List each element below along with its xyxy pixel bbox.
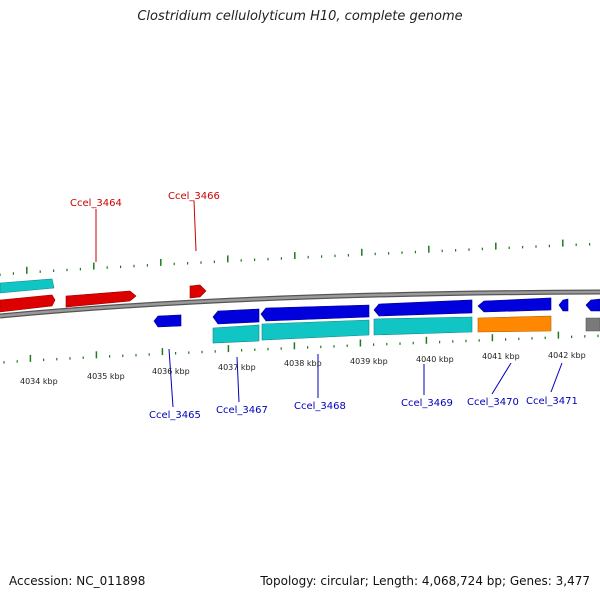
label-leader-forward-2 — [193, 200, 197, 252]
gene-label-reverse-6[interactable]: Ccel_3471 — [526, 396, 578, 407]
gene-reverse-blue-4[interactable] — [373, 299, 473, 317]
scale-label: 4042 kbp — [548, 351, 586, 360]
scale-label: 4041 kbp — [482, 352, 520, 361]
gene-reverse-blue-2[interactable] — [212, 308, 260, 325]
gene-label-reverse-4[interactable]: Ccel_3469 — [401, 398, 453, 409]
gene-reverse-gray-1[interactable] — [585, 317, 600, 332]
scale-label: 4034 kbp — [20, 377, 58, 386]
gene-reverse-blue-3[interactable] — [260, 304, 370, 322]
gene-reverse-orange-1[interactable] — [477, 315, 552, 333]
label-leader-reverse-1 — [168, 348, 174, 408]
gene-label-reverse-5[interactable]: Ccel_3470 — [467, 397, 519, 408]
gene-label-reverse-1[interactable]: Ccel_3465 — [149, 410, 201, 421]
gene-forward-red-3[interactable] — [189, 284, 207, 299]
gene-label-forward-1[interactable]: Ccel_3464 — [70, 198, 122, 209]
gene-reverse-blue-6[interactable] — [558, 298, 569, 312]
genome-title: Clostridium cellulolyticum H10, complete… — [137, 9, 463, 24]
topology-text: Topology: circular; Length: 4,068,724 bp… — [260, 574, 590, 588]
inner-ruler — [3, 331, 599, 364]
scale-label: 4038 kbp — [284, 359, 322, 368]
gene-label-reverse-2[interactable]: Ccel_3467 — [216, 405, 268, 416]
scale-label: 4036 kbp — [152, 367, 190, 376]
gene-reverse-blue-5[interactable] — [477, 297, 552, 313]
scale-label: 4035 kbp — [87, 372, 125, 381]
scale-label: 4039 kbp — [350, 357, 388, 366]
scale-label: 4037 kbp — [218, 363, 256, 372]
gene-label-reverse-3[interactable]: Ccel_3468 — [294, 401, 346, 412]
gene-reverse-blue-1[interactable] — [153, 314, 182, 328]
accession-text: Accession: NC_011898 — [9, 574, 146, 588]
gene-forward-red-1[interactable] — [0, 294, 56, 313]
scale-label: 4040 kbp — [416, 355, 454, 364]
genome-backbone-highlight — [0, 290, 600, 318]
gene-forward-red-2[interactable] — [65, 290, 137, 308]
outer-ruler — [0, 239, 591, 276]
gene-reverse-cyan-2[interactable] — [261, 319, 370, 341]
gene-forward-cyan-1[interactable] — [0, 278, 55, 294]
label-leader-reverse-2 — [236, 356, 240, 403]
gene-reverse-blue-7[interactable] — [585, 298, 600, 312]
gene-label-forward-2[interactable]: Ccel_3466 — [168, 191, 220, 202]
gene-reverse-cyan-3[interactable] — [373, 316, 473, 336]
gene-reverse-cyan-1[interactable] — [212, 324, 260, 344]
label-leader-reverse-6 — [550, 362, 563, 393]
label-leader-reverse-5 — [491, 362, 512, 395]
